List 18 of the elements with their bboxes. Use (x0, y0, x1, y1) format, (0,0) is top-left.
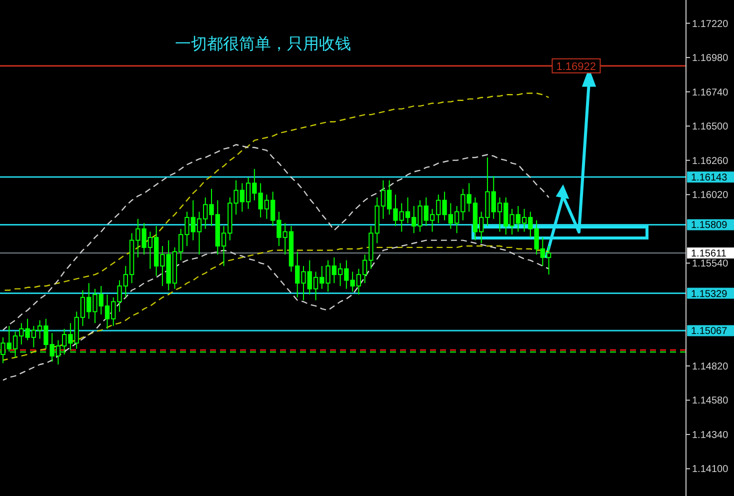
y-tick-label: 1.16260 (692, 156, 729, 167)
y-tick-label: 1.14820 (692, 361, 729, 372)
y-tick-label: 1.14340 (692, 430, 729, 441)
ref-line-label: 1.15809 (691, 220, 728, 232)
ref-line-label: 1.15067 (691, 326, 728, 338)
y-tick-label: 1.16020 (692, 190, 729, 202)
y-tick-label: 1.16740 (692, 87, 729, 98)
y-tick-label: 1.16500 (692, 122, 729, 133)
text: 一切都很简单，只用收钱 (175, 35, 351, 53)
y-tick-label: 1.16980 (692, 53, 729, 64)
y-tick-label: 1.14580 (692, 396, 729, 407)
ref-line-label: 1.16922 (556, 60, 596, 73)
y-tick-label: 1.17220 (692, 18, 729, 30)
ref-line-label: 1.15329 (691, 288, 728, 300)
y-tick-label: 1.14100 (692, 464, 729, 476)
ref-line-label: 1.16143 (691, 172, 728, 184)
y-tick-label: 1.15540 (692, 258, 729, 270)
ref-line-label: 1.15611 (691, 248, 727, 260)
